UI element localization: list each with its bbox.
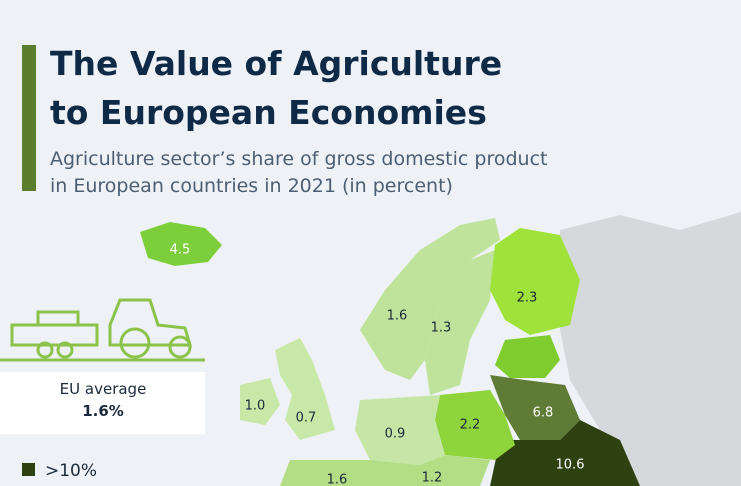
- finland: [490, 228, 580, 335]
- map-labels: 4.5 2.3 1.6 1.3 1.0 0.7 0.9 2.2 6.8 10.6 1.6 1.2: [170, 243, 585, 486]
- non-europe-land: [560, 212, 741, 486]
- subtitle-line: in European countries in 2021 (in percen…: [50, 175, 453, 197]
- title-line: The Value of Agriculture: [50, 44, 502, 83]
- eu-average-box: [0, 372, 205, 434]
- country-value: 10.6: [556, 458, 585, 473]
- central-europe: [280, 455, 490, 486]
- country-value: 1.3: [431, 321, 452, 336]
- country-value: 2.3: [517, 291, 538, 306]
- baltics: [495, 335, 560, 378]
- title-line: to European Economies: [50, 93, 487, 132]
- country-value: 2.2: [460, 418, 481, 433]
- sweden: [425, 250, 495, 395]
- ireland: [240, 378, 280, 425]
- country-value: 4.5: [170, 243, 191, 258]
- eu-average-label: EU average: [60, 380, 147, 398]
- iceland: [140, 222, 222, 266]
- belarus: [490, 375, 580, 440]
- subtitle-line: Agriculture sector’s share of gross dome…: [50, 148, 547, 170]
- poland: [435, 390, 515, 460]
- germany: [355, 395, 445, 465]
- country-value: 1.6: [387, 309, 408, 324]
- ukraine: [490, 420, 640, 486]
- tractor-icon: [0, 298, 205, 362]
- norway: [360, 218, 500, 380]
- country-value: 6.8: [533, 406, 554, 421]
- uk: [275, 338, 335, 440]
- country-value: 1.2: [422, 471, 443, 486]
- map: [140, 212, 741, 486]
- country-value: 1.6: [327, 473, 348, 486]
- country-value: 1.0: [245, 399, 266, 414]
- accent-bar: [22, 45, 36, 191]
- eu-average-value: 1.6%: [82, 402, 124, 420]
- country-value: 0.7: [296, 411, 317, 426]
- legend-swatch: [22, 463, 35, 476]
- country-value: 0.9: [385, 427, 406, 442]
- legend-label: >10%: [45, 461, 97, 481]
